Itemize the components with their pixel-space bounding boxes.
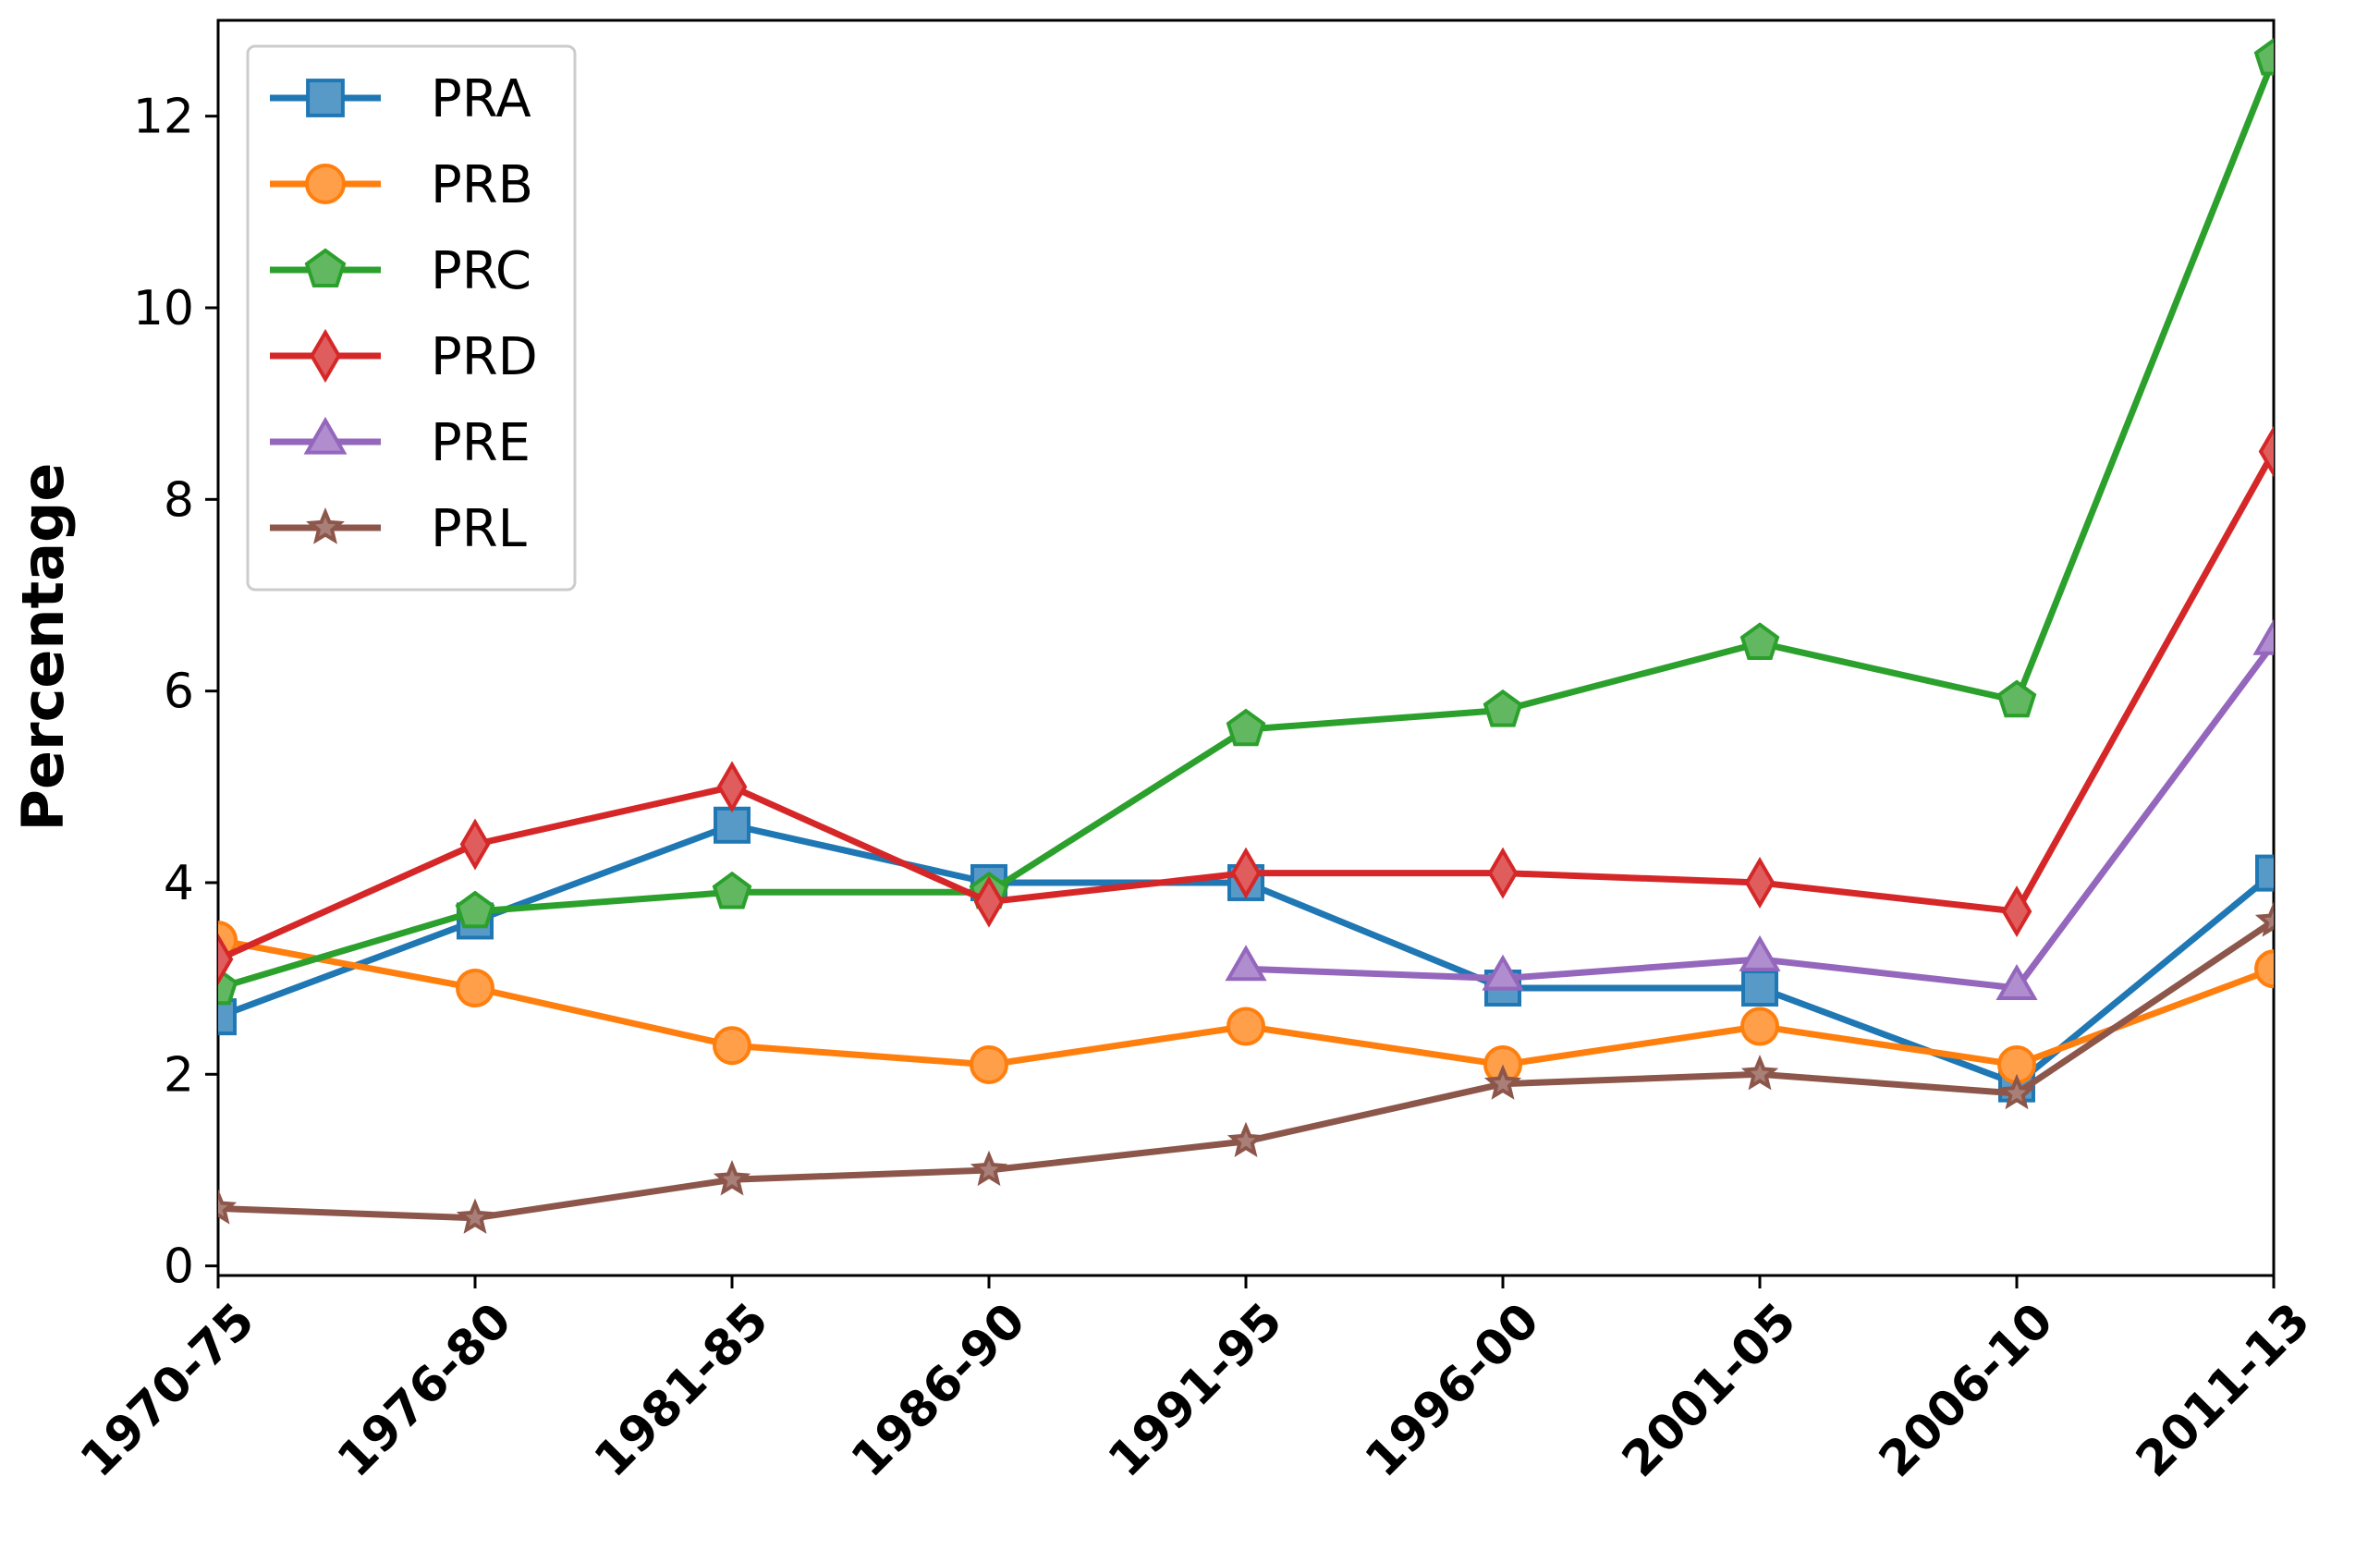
x-tick-label: 1991-95 [1098, 1293, 1293, 1488]
legend-item-pre: PRE [270, 413, 531, 473]
data-point [1740, 1055, 1779, 1091]
data-point [1997, 1073, 2036, 1110]
data-point [970, 1150, 1008, 1187]
data-point [456, 1198, 494, 1234]
legend-label: PRA [431, 69, 531, 129]
y-tick-label: 2 [164, 1047, 194, 1103]
data-point [1744, 857, 1776, 909]
legend-label: PRC [431, 241, 531, 301]
data-point [1739, 622, 1780, 660]
data-point [1996, 679, 2037, 718]
legend-marker [306, 79, 345, 117]
x-tick-label: 1970-75 [70, 1293, 265, 1488]
legend-marker [305, 164, 346, 204]
y-tick-label: 0 [164, 1239, 194, 1295]
legend: PRA PRB PRC PRD PRE PRL [246, 44, 577, 592]
data-point [970, 1044, 1008, 1084]
legend-item-prb: PRB [270, 155, 533, 215]
series-layer [218, 38, 2274, 1234]
data-point [713, 1026, 751, 1066]
data-point [1739, 934, 1781, 971]
data-point [716, 761, 748, 813]
data-point [1482, 954, 1524, 991]
x-tick-label: 2006-10 [1869, 1293, 2064, 1488]
data-point [1225, 945, 1267, 982]
data-point [712, 871, 752, 909]
data-point [1230, 847, 1262, 899]
legend-marker [304, 248, 347, 287]
data-point [2254, 949, 2274, 989]
data-point [1483, 1064, 1522, 1100]
data-point [218, 967, 238, 1006]
data-point [713, 1160, 751, 1196]
legend-label: PRD [431, 327, 538, 387]
legend-marker [309, 328, 342, 384]
series-prd [218, 425, 2274, 985]
data-point [714, 806, 751, 844]
data-point [218, 933, 234, 985]
legend-label: PRL [431, 499, 527, 559]
legend-item-prd: PRD [270, 327, 538, 387]
legend-marker [306, 506, 345, 544]
data-point [2258, 425, 2274, 478]
data-point [1227, 1007, 1265, 1046]
legend-item-prl: PRL [270, 499, 527, 559]
y-tick-label: 10 [133, 281, 194, 336]
x-tick-label: 1986-90 [841, 1293, 1036, 1488]
data-point [2001, 885, 2032, 938]
x-tick-label: 1976-80 [327, 1293, 522, 1488]
legend-label: PRB [431, 155, 533, 215]
data-point [459, 818, 491, 871]
x-tick-label: 1981-85 [584, 1293, 779, 1488]
x-tick-label: 1996-00 [1355, 1293, 1550, 1488]
series-prl [218, 901, 2274, 1234]
legend-item-pra: PRA [270, 69, 531, 129]
data-point [1227, 1121, 1265, 1158]
data-point [2252, 618, 2274, 655]
data-point [2254, 901, 2274, 937]
x-tick-label: 2011-13 [2126, 1293, 2321, 1488]
legend-item-prc: PRC [270, 241, 531, 301]
data-point [973, 875, 1005, 928]
data-point [1483, 689, 1523, 727]
legend-marker [303, 416, 348, 455]
series-pre [1225, 618, 2274, 1000]
data-point [1996, 964, 2038, 1000]
x-tick-label: 2001-05 [1612, 1293, 1807, 1488]
data-point [1226, 708, 1266, 747]
data-point [2253, 38, 2274, 76]
data-point [1487, 847, 1519, 899]
data-point [218, 1189, 238, 1225]
data-point [1740, 1007, 1779, 1046]
data-point [2255, 854, 2274, 892]
y-axis-label: Percentage [9, 463, 77, 832]
legend-label: PRE [431, 413, 531, 473]
data-point [218, 998, 237, 1036]
data-point [455, 890, 495, 929]
y-tick-label: 8 [164, 472, 194, 528]
y-tick-label: 12 [133, 90, 194, 145]
data-point [456, 969, 494, 1008]
y-tick-label: 6 [164, 665, 194, 720]
series-prc [218, 38, 2274, 1006]
y-tick-label: 4 [164, 856, 194, 911]
data-point [1741, 970, 1778, 1007]
series-prb [218, 921, 2274, 1084]
